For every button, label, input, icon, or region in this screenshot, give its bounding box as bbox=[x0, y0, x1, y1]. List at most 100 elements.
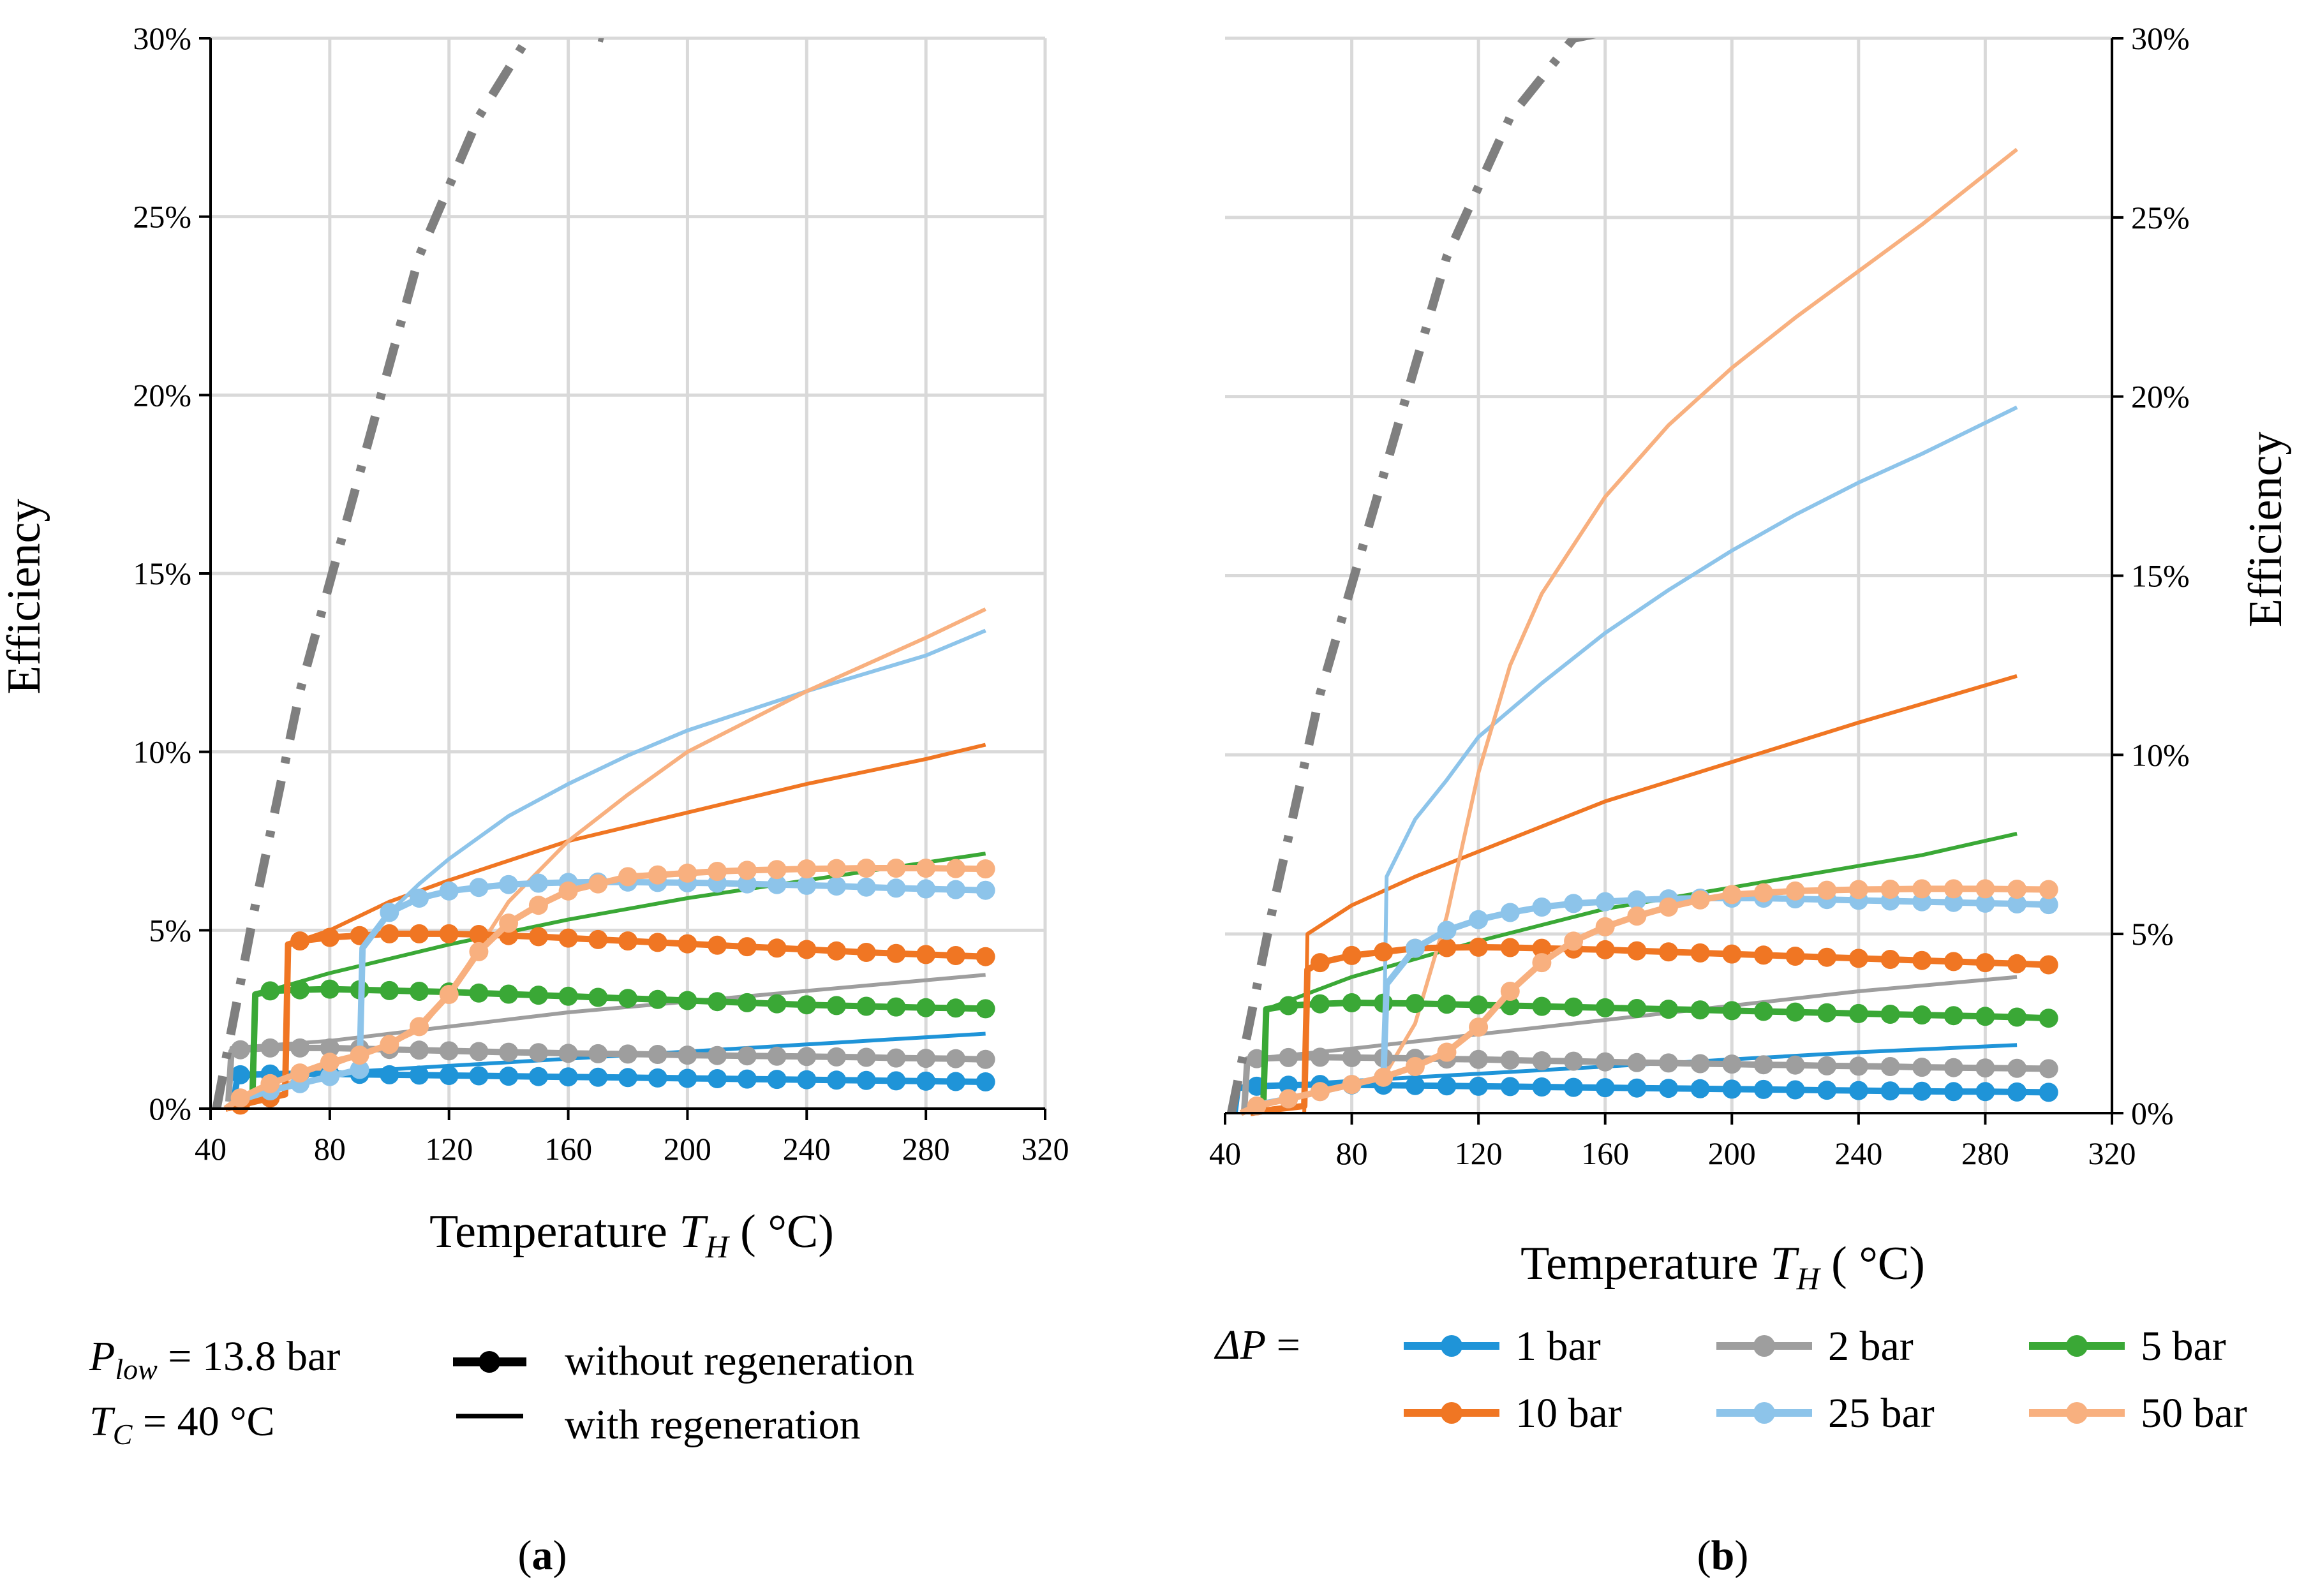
panel-a-point-25-bar-260 bbox=[856, 877, 876, 897]
panel-b-point-50-bar-280 bbox=[1975, 879, 1995, 899]
panel-a-point-25-bar-230 bbox=[767, 875, 787, 894]
panel-a-point-25-bar-110 bbox=[410, 889, 429, 908]
panel-a-ytick-5%: 5% bbox=[149, 912, 191, 948]
panel-b-point-10-bar-160 bbox=[1595, 940, 1615, 959]
panel-a-point-10-bar-270 bbox=[886, 943, 906, 963]
panel-a-point-1-bar-290 bbox=[946, 1072, 965, 1091]
panel-a-point-1-bar-150 bbox=[528, 1067, 548, 1086]
panel-a-xtick-200: 200 bbox=[664, 1131, 711, 1167]
panel-b-point-25-bar-290 bbox=[2007, 894, 2027, 913]
panel-a-y-axis-title: Efficiency bbox=[0, 499, 50, 695]
panel-a-point-50-bar-140 bbox=[499, 913, 519, 933]
panel-a-point-5-bar-100 bbox=[380, 980, 399, 1000]
panel-b-point-5-bar-280 bbox=[1975, 1007, 1995, 1026]
panel-b-point-50-bar-270 bbox=[1944, 879, 1963, 899]
panel-b-xtick-280: 280 bbox=[1961, 1135, 2009, 1171]
panel-b-point-1-bar-190 bbox=[1690, 1079, 1710, 1098]
panel-b-point-5-bar-160 bbox=[1595, 998, 1615, 1017]
panel-a-point-10-bar-110 bbox=[410, 924, 429, 943]
panel-a-point-2-bar-180 bbox=[618, 1044, 637, 1064]
panel-a-ytick-25%: 25% bbox=[133, 199, 191, 235]
panel-a-point-50-bar-50 bbox=[230, 1088, 250, 1108]
panel-a-point-50-bar-80 bbox=[320, 1053, 339, 1072]
panel-b-point-1-bar-270 bbox=[1944, 1082, 1963, 1102]
panel-b-point-2-bar-230 bbox=[1817, 1056, 1837, 1075]
panel-a-point-5-bar-240 bbox=[797, 995, 817, 1015]
panel-b-point-2-bar-270 bbox=[1944, 1058, 1963, 1077]
legend-label-25-bar: 25 bar bbox=[1828, 1390, 1935, 1437]
legend-marker-1-bar bbox=[1441, 1335, 1462, 1357]
panel-a-xtick-160: 160 bbox=[544, 1131, 592, 1167]
panel-b-without-regen-2-bar bbox=[1240, 1054, 2049, 1114]
panel-a-point-10-bar-200 bbox=[678, 934, 697, 954]
panel-b-point-2-bar-290 bbox=[2007, 1058, 2027, 1078]
panel-a-ytick-15%: 15% bbox=[133, 556, 191, 591]
panel-b-point-1-bar-280 bbox=[1975, 1082, 1995, 1102]
panel-b-point-10-bar-220 bbox=[1785, 947, 1805, 966]
panel-b-point-10-bar-180 bbox=[1659, 942, 1678, 962]
panel-b-ytick-25%: 25% bbox=[2131, 200, 2190, 235]
panel-b-point-50-bar-70 bbox=[1310, 1082, 1330, 1102]
panel-a-point-10-bar-230 bbox=[767, 938, 787, 958]
panel-b-x-axis-title: Temperature TH ( °C) bbox=[1520, 1238, 1925, 1296]
panel-a-point-2-bar-270 bbox=[886, 1048, 906, 1068]
panel-b-point-25-bar-140 bbox=[1532, 898, 1552, 917]
panel-a-point-2-bar-80 bbox=[320, 1038, 339, 1058]
panel-a-point-2-bar-240 bbox=[797, 1047, 817, 1067]
legend-marker-25-bar bbox=[1753, 1402, 1775, 1424]
panel-a-point-50-bar-110 bbox=[410, 1017, 429, 1037]
panel-b-point-5-bar-110 bbox=[1437, 994, 1457, 1014]
panel-a-point-50-bar-280 bbox=[916, 859, 936, 878]
panel-b-point-50-bar-250 bbox=[1880, 880, 1900, 899]
panel-b-point-1-bar-60 bbox=[1279, 1075, 1298, 1095]
panel-b-point-10-bar-110 bbox=[1437, 938, 1457, 957]
panel-a-point-1-bar-180 bbox=[618, 1068, 637, 1088]
panel-a-series bbox=[212, 38, 995, 1115]
panel-b-point-10-bar-210 bbox=[1753, 945, 1773, 965]
panel-b-point-50-bar-180 bbox=[1659, 898, 1678, 917]
panel-a-point-10-bar-240 bbox=[797, 940, 817, 959]
panel-a-axes bbox=[199, 37, 1046, 1120]
legend-p-low: Plow = 13.8 bar bbox=[89, 1333, 340, 1385]
panel-a-point-1-bar-160 bbox=[558, 1067, 578, 1087]
panel-a-ytick-20%: 20% bbox=[133, 377, 191, 413]
panel-a-point-10-bar-300 bbox=[976, 947, 995, 966]
panel-a-point-25-bar-80 bbox=[320, 1067, 339, 1086]
panel-a-point-10-bar-250 bbox=[827, 941, 846, 961]
panel-a-point-1-bar-270 bbox=[886, 1071, 906, 1091]
panel-a-point-5-bar-290 bbox=[946, 998, 965, 1018]
panel-b-ytick-20%: 20% bbox=[2131, 379, 2190, 415]
panel-b-point-5-bar-240 bbox=[1848, 1003, 1868, 1023]
panel-a-point-1-bar-240 bbox=[797, 1070, 817, 1090]
panel-b-point-2-bar-70 bbox=[1310, 1047, 1330, 1067]
panel-a-point-2-bar-290 bbox=[946, 1049, 965, 1068]
panel-b-ytick-5%: 5% bbox=[2131, 916, 2174, 952]
panel-b-ytick-30%: 30% bbox=[2131, 20, 2190, 56]
panel-a-point-5-bar-250 bbox=[827, 996, 846, 1016]
panel-a-point-25-bar-150 bbox=[528, 873, 548, 893]
panel-b-axes bbox=[1224, 37, 2123, 1125]
panel-b-point-2-bar-280 bbox=[1975, 1058, 1995, 1078]
panel-a-point-50-bar-130 bbox=[469, 942, 489, 961]
panel-a-point-10-bar-210 bbox=[708, 935, 727, 955]
legend-marker-10-bar bbox=[1441, 1402, 1462, 1424]
panel-b-point-25-bar-300 bbox=[2039, 895, 2058, 915]
panel-b-point-5-bar-270 bbox=[1944, 1006, 1963, 1026]
panel-a-point-5-bar-130 bbox=[469, 983, 489, 1003]
panel-b-point-10-bar-90 bbox=[1374, 942, 1394, 962]
panel-a-point-1-bar-100 bbox=[380, 1065, 399, 1084]
panel-b-point-5-bar-190 bbox=[1690, 1000, 1710, 1020]
panel-b-point-2-bar-130 bbox=[1500, 1050, 1520, 1070]
panel-a-ytick-0%: 0% bbox=[149, 1091, 191, 1127]
panel-a-point-5-bar-170 bbox=[588, 987, 608, 1007]
panel-b-point-10-bar-170 bbox=[1627, 941, 1647, 961]
panel-b-point-50-bar-160 bbox=[1595, 917, 1615, 936]
panel-a-point-10-bar-280 bbox=[916, 945, 936, 964]
panel-b-point-2-bar-60 bbox=[1279, 1047, 1298, 1067]
panel-a-point-1-bar-280 bbox=[916, 1071, 936, 1091]
panel-a-point-5-bar-70 bbox=[290, 980, 310, 1000]
panel-b-point-25-bar-110 bbox=[1437, 920, 1457, 940]
panel-a-xtick-80: 80 bbox=[314, 1131, 346, 1167]
panel-b-point-10-bar-280 bbox=[1975, 953, 1995, 973]
panel-a-point-2-bar-130 bbox=[469, 1042, 489, 1061]
